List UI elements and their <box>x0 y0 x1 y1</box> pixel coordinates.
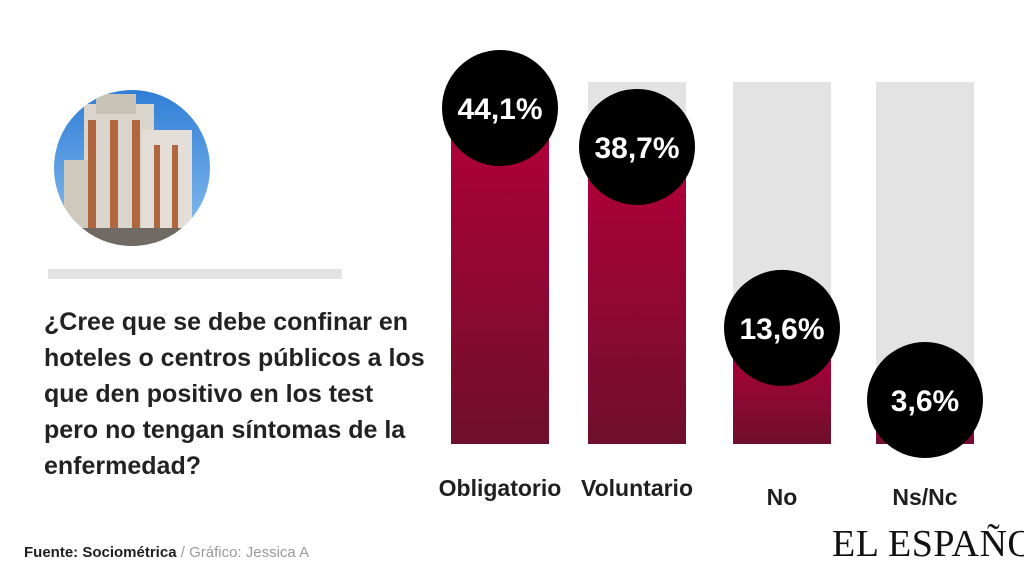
value-label: 3,6% <box>891 385 959 418</box>
divider <box>48 269 342 279</box>
value-label: 13,6% <box>739 313 824 346</box>
category-label: Voluntario <box>581 475 693 501</box>
category-label: No <box>767 484 798 510</box>
value-bubble <box>867 342 983 459</box>
category-label: Obligatorio <box>439 475 562 501</box>
value-bubble <box>579 88 695 205</box>
source-line: Fuente: Sociométrica / Gráfico: Jessica … <box>24 544 309 561</box>
value-bubble <box>442 50 558 166</box>
value-label: 44,1% <box>457 93 542 126</box>
value-bubble <box>724 269 840 386</box>
el-espanol-logo: EL ESPAÑOL <box>832 523 1024 565</box>
value-label: 38,7% <box>594 132 679 165</box>
source-credit: Gráfico: Jessica A <box>189 544 310 561</box>
question-text: ¿Cree que se debe confinar en hoteles o … <box>44 308 425 480</box>
bar <box>451 126 549 444</box>
category-label: Ns/Nc <box>892 484 957 510</box>
source-label: Fuente: Sociométrica <box>24 544 177 561</box>
bar <box>588 164 686 444</box>
source-separator: / <box>176 544 190 561</box>
